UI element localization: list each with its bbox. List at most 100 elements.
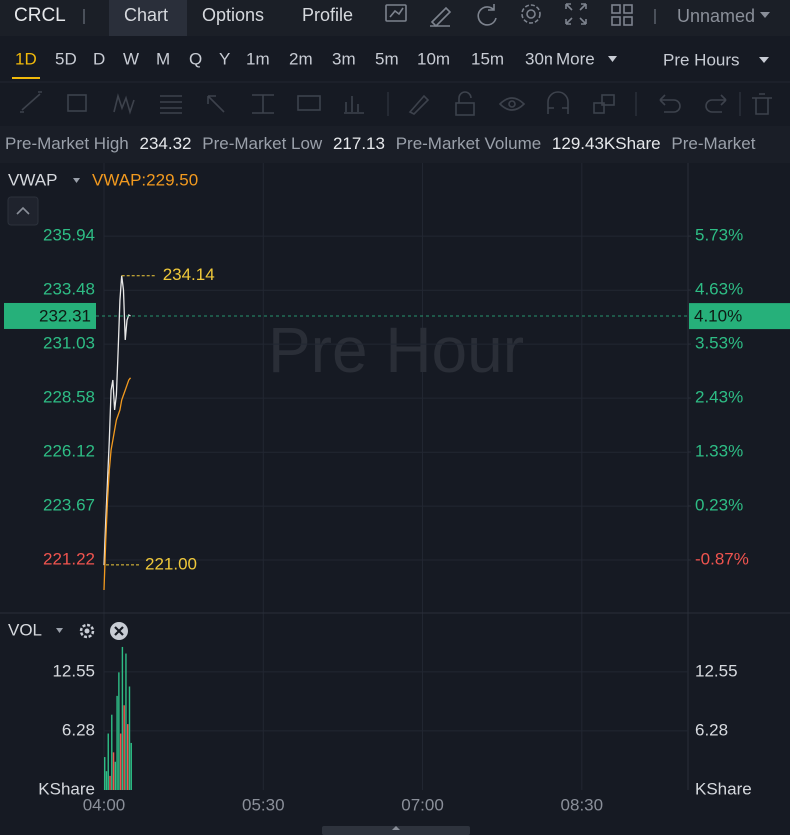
y2-tick-label: 0.23% (695, 495, 743, 514)
volume-bar (128, 686, 131, 790)
more-button[interactable]: More (556, 49, 595, 68)
period-option[interactable]: W (123, 49, 139, 68)
dropdown-caret[interactable] (608, 56, 617, 62)
volume-bar (114, 761, 117, 790)
period-option[interactable]: 5m (375, 49, 399, 68)
period-option[interactable]: 15m (471, 49, 504, 68)
y-tick-label: 228.58 (43, 388, 95, 407)
volume-bar (127, 724, 129, 790)
tab[interactable]: Options (202, 5, 264, 25)
y2-tick-label: 3.53% (695, 334, 743, 353)
dropdown-caret[interactable] (56, 628, 63, 633)
period-option[interactable]: M (156, 49, 170, 68)
dropdown-caret[interactable] (73, 178, 80, 183)
period-option[interactable]: 1m (246, 49, 270, 68)
chart-area: 04:00 05:30 07:00 08:30 Pre Hour 235.94 233.48… (0, 163, 790, 814)
x-tick-label: 07:00 (401, 795, 444, 814)
stat-label: Pre-Market (671, 134, 755, 153)
chevron-icon (16, 206, 30, 215)
y-tick-label: 6.28 (62, 720, 95, 739)
period-option[interactable]: Q (189, 49, 202, 68)
x-tick-label: 04:00 (83, 795, 126, 814)
indicator-name[interactable]: VWAP (8, 170, 57, 189)
active-period-underline (12, 77, 40, 79)
period-option[interactable]: D (93, 49, 105, 68)
last-change-badge (689, 303, 790, 330)
unit-label: KShare (38, 779, 95, 798)
y-tick-label: 233.48 (43, 280, 95, 299)
volume-bar (104, 757, 106, 790)
vwap-line (103, 377, 132, 591)
stat-value: 234.32 (140, 134, 192, 153)
y-tick-label: 12.55 (52, 661, 95, 680)
period-option[interactable]: 3m (332, 49, 356, 68)
volume-bar (109, 775, 111, 790)
stat-label: Pre-Market Volume (396, 134, 542, 153)
toolbar-icons[interactable] (385, 3, 633, 28)
volume-bar (116, 695, 118, 790)
volume-bar (125, 653, 127, 790)
period-bar (0, 36, 790, 82)
x-tick-label: 08:30 (561, 795, 604, 814)
scroll-handle[interactable] (392, 826, 400, 830)
period-option[interactable]: 30m (525, 49, 558, 68)
volume-name[interactable]: VOL (8, 620, 42, 639)
stats-bar (0, 126, 790, 163)
stat-label: Pre-Market Low (202, 134, 323, 153)
indicator-value: VWAP:229.50 (92, 170, 198, 189)
dropdown-caret[interactable] (760, 12, 770, 18)
period-option[interactable]: 5D (55, 49, 77, 68)
layout-name[interactable]: Unnamed (677, 6, 755, 26)
drawing-tools[interactable] (20, 91, 772, 116)
session-select[interactable]: Pre Hours (663, 50, 740, 69)
stat-value: 217.13 (333, 134, 385, 153)
low-marker-label: 221.00 (145, 554, 197, 573)
period-option[interactable]: 1D (15, 49, 37, 68)
volume-bar (130, 742, 132, 790)
volume-bar (118, 672, 120, 790)
close-icon[interactable] (110, 622, 128, 640)
tab[interactable]: Chart (124, 5, 168, 25)
y2-tick-label: 6.28 (695, 720, 728, 739)
volume-bar (121, 646, 124, 790)
last-change-label: 4.10% (694, 307, 742, 326)
volume-bar (112, 752, 115, 790)
price-line (103, 275, 131, 566)
collapse-button[interactable] (7, 196, 39, 226)
y-tick-label: 223.67 (43, 496, 95, 515)
unit-label: KShare (695, 779, 752, 798)
stat-value: 129.43KShare (552, 134, 661, 153)
period-list: 1D 5D D W M Q Y 1m 2m 3m 5m 10m 15m 30m (15, 49, 558, 68)
volume-bar (105, 771, 108, 790)
period-option[interactable]: 2m (289, 49, 313, 68)
watermark: Pre Hour (268, 314, 524, 386)
symbol[interactable]: CRCL (14, 5, 66, 26)
high-marker-label: 234.14 (163, 265, 215, 284)
volume-bar (111, 714, 113, 790)
x-tick-label: 05:30 (242, 795, 285, 814)
volume-bar (123, 705, 125, 790)
y2-tick-label: -0.87% (695, 549, 749, 568)
volume-bar (119, 733, 122, 790)
dropdown-caret[interactable] (759, 57, 769, 63)
last-price-label: 232.31 (39, 306, 91, 325)
settings-icon[interactable] (79, 623, 95, 639)
period-option[interactable]: Y (219, 49, 230, 68)
stat-label: Pre-Market High (5, 134, 129, 153)
y2-tick-label: 2.43% (695, 388, 743, 407)
y-tick-label: 221.22 (43, 550, 95, 569)
active-tab-bg (109, 0, 187, 36)
y-tick-label: 235.94 (43, 226, 95, 245)
y-tick-label: 231.03 (43, 334, 95, 353)
y2-tick-label: 4.63% (695, 280, 743, 299)
stats-line: Pre-Market High 234.32 Pre-Market Low 21… (5, 134, 756, 153)
scrollbar[interactable] (322, 826, 470, 835)
y2-tick-label: 1.33% (695, 442, 743, 461)
period-option[interactable]: 10m (417, 49, 450, 68)
y2-tick-label: 5.73% (695, 226, 743, 245)
tab[interactable]: Profile (302, 5, 353, 25)
y-tick-label: 226.12 (43, 442, 95, 461)
volume-bar (107, 733, 109, 790)
y2-tick-label: 12.55 (695, 661, 738, 680)
